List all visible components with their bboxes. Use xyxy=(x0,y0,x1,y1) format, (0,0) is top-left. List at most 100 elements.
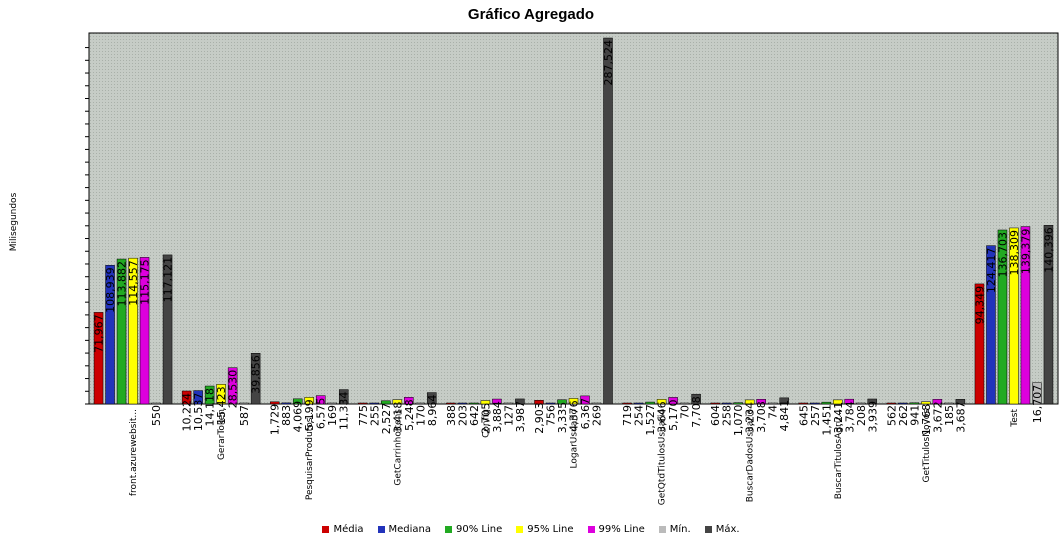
chart-title: Gráfico Agregado xyxy=(467,6,595,23)
bar-m-dia-6 xyxy=(622,402,632,405)
bar-m-dia-4 xyxy=(446,402,456,405)
bar-value-label: 10,224 xyxy=(181,393,194,432)
legend-label: 95% Line xyxy=(527,524,574,535)
bar-value-label: 550 xyxy=(150,405,163,426)
bar-value-label: 3,784 xyxy=(843,401,856,433)
bar-95-line-8 xyxy=(833,399,843,405)
bar-90-line-9 xyxy=(909,402,920,405)
legend: Média Mediana 90% Line 95% Line 99% Line Mín.… xyxy=(0,524,1062,535)
bar-value-label: 388 xyxy=(445,405,458,426)
bar-value-label: 3,418 xyxy=(391,402,404,434)
bar-m-dia-8 xyxy=(798,402,809,405)
x-tick-label: PesquisarProdutos... xyxy=(305,409,315,500)
bar-m-x-4 xyxy=(515,398,525,405)
bar-value-label: 5,199 xyxy=(303,399,316,431)
bar-value-label: 4,069 xyxy=(292,401,305,433)
bar-mediana-8 xyxy=(810,402,820,405)
bar-99-line-7 xyxy=(756,399,766,405)
bar-99-line-9 xyxy=(932,399,943,405)
bar-mediana-1 xyxy=(193,390,203,405)
legend-swatch xyxy=(704,526,712,533)
bar-m-dia-1 xyxy=(181,390,192,405)
bar-value-label: 124,417 xyxy=(985,248,998,294)
bar-95-line-1 xyxy=(216,384,226,405)
bar-value-label: 3,687 xyxy=(954,401,967,433)
bar-value-label: 254 xyxy=(633,405,646,426)
bar-value-label: 115,175 xyxy=(139,259,152,305)
plot-area xyxy=(88,32,1059,405)
x-axis-labels: front.azurewebsit... GerarToken PesquisarP… xyxy=(129,409,1020,506)
x-tick-label: GetTitulosNovos xyxy=(922,409,932,483)
bar-m-x-1 xyxy=(250,353,261,405)
bar-m-dia-5 xyxy=(534,400,544,405)
bar-m-x-6 xyxy=(691,393,701,405)
legend-label: 90% Line xyxy=(456,524,503,535)
x-tick-label: GerarToken xyxy=(217,409,227,460)
bar-value-label: 7,708 xyxy=(690,396,703,428)
bar-95-line-6 xyxy=(656,399,667,405)
bar-value-label: 3,241 xyxy=(832,402,845,434)
bar-value-label: 3,708 xyxy=(755,401,768,433)
bar-value-label: 14,118 xyxy=(204,388,217,427)
bar-value-label: 257 xyxy=(809,405,822,426)
bar-value-label: 258 xyxy=(721,405,734,426)
bar-value-label: 756 xyxy=(545,405,558,426)
bar-m-dia-2 xyxy=(269,401,280,405)
x-tick-label: GetCarrinhoItens xyxy=(393,409,403,486)
x-tick-label: BuscarTitulosAgru... xyxy=(834,409,844,499)
bar-99-line-4 xyxy=(492,398,502,405)
bar-90-line-5 xyxy=(557,399,567,405)
bar-value-label: 3,672 xyxy=(931,401,944,433)
bar-99-line-1 xyxy=(227,367,238,405)
bar-m-x-7 xyxy=(779,397,789,405)
bar-value-label: 4,841 xyxy=(778,400,791,432)
bar-m-n-3 xyxy=(415,402,426,405)
legend-item: Máx. xyxy=(704,524,740,535)
bar-value-label: 719 xyxy=(621,405,634,426)
bar-95-line-9 xyxy=(921,401,931,405)
bar-value-label: 5,170 xyxy=(667,399,680,431)
bar-value-label: 883 xyxy=(280,405,293,426)
bar-value-label: 208 xyxy=(855,405,868,426)
bar-m-n-4 xyxy=(503,402,514,405)
bar-90-line-7 xyxy=(733,402,743,405)
bar-value-label: 287,524 xyxy=(602,40,615,86)
bar-m-n-5 xyxy=(591,402,602,405)
bar-90-line-2 xyxy=(292,398,303,405)
bar-m-n-8 xyxy=(856,402,866,405)
bar-value-label: 117,121 xyxy=(162,257,175,303)
bar-value-label: 5,248 xyxy=(403,399,416,431)
bar-99-line-5 xyxy=(580,395,590,405)
legend-item: Mín. xyxy=(658,524,691,535)
bar-value-label: 170 xyxy=(414,405,427,426)
legend-label: Média xyxy=(333,524,364,535)
bar-value-label: 2,705 xyxy=(479,403,492,435)
bar-m-n-0 xyxy=(151,402,161,405)
bar-value-label: 6,367 xyxy=(579,398,592,430)
bar-95-line-7 xyxy=(744,399,755,405)
bar-m-x-2 xyxy=(338,389,349,405)
bar-value-label: 15,423 xyxy=(215,386,228,425)
bar-mediana-7 xyxy=(721,402,732,405)
bar-99-line-10 xyxy=(1020,226,1031,405)
bar-m-n-1 xyxy=(239,402,249,405)
legend-swatch xyxy=(658,526,666,533)
bar-value-label: 262 xyxy=(897,405,910,426)
x-tick-label: front.azurewebsit... xyxy=(129,409,139,496)
bar-m-dia-9 xyxy=(886,402,897,405)
bar-99-line-3 xyxy=(404,397,414,405)
legend-label: Máx. xyxy=(715,524,740,535)
bar-m-n-10 xyxy=(1032,382,1042,405)
bar-value-label: 74 xyxy=(767,405,780,419)
bar-value-label: 562 xyxy=(885,405,898,426)
bar-90-line-4 xyxy=(469,402,479,405)
bar-value-label: 28,530 xyxy=(227,370,240,409)
bar-value-label: 3,884 xyxy=(491,401,504,433)
bar-m-dia-10 xyxy=(974,283,985,405)
legend-swatch xyxy=(322,526,330,533)
x-tick-label: Config xyxy=(481,409,491,438)
legend-item: 99% Line xyxy=(587,524,645,535)
bar-mediana-5 xyxy=(545,402,556,405)
bar-99-line-8 xyxy=(844,398,855,405)
